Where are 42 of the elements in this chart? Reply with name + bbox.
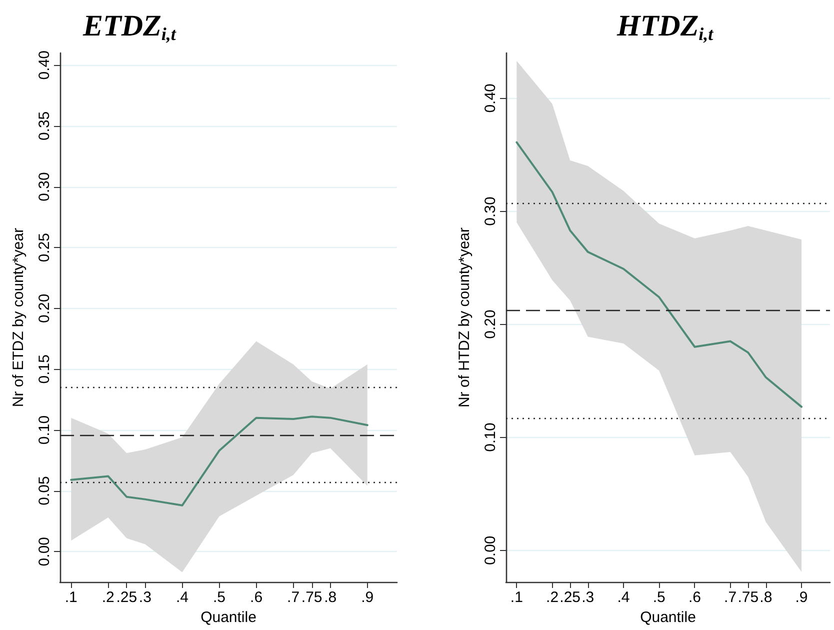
y-axis-title: Nr of HTDZ by county*year: [456, 227, 473, 408]
y-tick-label: 0.40: [482, 84, 499, 113]
y-tick-label: 0.40: [36, 50, 53, 80]
x-tick-label: .4: [176, 589, 188, 606]
x-tick-label: .6: [688, 589, 701, 606]
x-tick-label: .75: [738, 589, 759, 606]
line-series: [516, 141, 803, 408]
x-tick-label: .7: [724, 589, 737, 606]
x-tick-label: .3: [138, 589, 152, 606]
x-axis-title: Quantile: [640, 609, 696, 626]
x-tick-label: .25: [116, 589, 138, 606]
x-tick-label: .9: [795, 589, 808, 606]
y-tick-label: 0.20: [36, 294, 53, 323]
x-axis-title: Quantile: [200, 609, 256, 626]
y-tick-label: 0.30: [482, 196, 499, 226]
y-tick-label: 0.00: [482, 536, 499, 565]
x-tick-label: .5: [652, 589, 666, 606]
x-tick-label: .5: [212, 589, 226, 606]
x-tick-label: .25: [560, 589, 581, 606]
y-tick-label: 0.10: [482, 422, 499, 452]
x-tick-label: .2: [546, 589, 559, 606]
line-series: [70, 416, 368, 506]
y-tick-label: 0.10: [36, 415, 53, 445]
x-tick-label: .75: [301, 589, 322, 606]
x-tick-label: .7: [287, 589, 300, 606]
x-tick-label: .3: [582, 589, 594, 606]
x-tick-label: .1: [510, 589, 523, 606]
y-tick-label: 0.25: [36, 232, 53, 262]
y-tick-label: 0.30: [36, 172, 53, 202]
y-tick-label: 0.35: [36, 111, 53, 141]
x-tick-label: .2: [102, 589, 114, 606]
x-tick-label: .4: [617, 589, 630, 606]
y-tick-label: 0.20: [482, 310, 499, 339]
x-tick-label: .6: [250, 589, 263, 606]
x-tick-label: .8: [760, 589, 772, 606]
x-tick-label: .8: [324, 589, 337, 606]
y-tick-label: 0.00: [36, 536, 53, 566]
y-tick-label: 0.05: [36, 476, 53, 506]
x-tick-label: .9: [361, 589, 374, 606]
y-tick-label: 0.15: [36, 354, 53, 384]
y-axis-title: Nr of ETDZ by county*year: [10, 228, 27, 408]
x-tick-label: .1: [64, 589, 78, 606]
